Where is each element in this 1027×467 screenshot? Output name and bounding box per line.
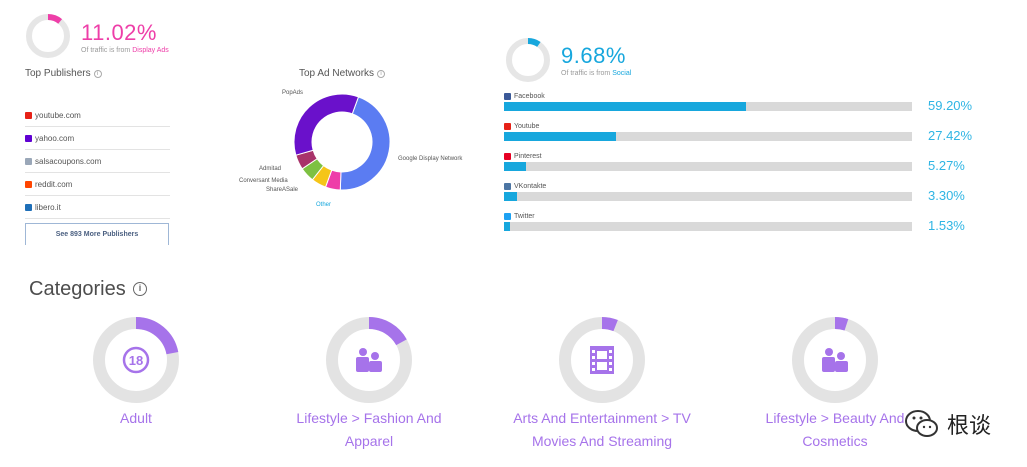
publisher-name[interactable]: youtube.com [35,110,81,120]
ad-networks-donut-svg [293,93,391,191]
net-label-admitad: Admitad [259,166,282,172]
social-source-name[interactable]: Facebook [514,92,545,100]
social-row: Youtube 27.42% [504,121,984,143]
categories-info-icon[interactable]: i [133,282,147,296]
wechat-icon [905,410,938,437]
social-row: Facebook 59.20% [504,91,984,113]
publisher-row[interactable]: libero.it [25,196,170,219]
social-percent-label: 1.53% [928,218,965,233]
social-percent-label: 27.42% [928,128,973,143]
category-card[interactable]: 18 Adult [16,315,256,430]
social-bar-fill [504,222,511,231]
svg-text:18: 18 [129,353,143,368]
social-bar-fill [504,162,526,171]
category-label[interactable]: Arts And Entertainment > TV Movies And St… [513,410,691,449]
publisher-name[interactable]: reddit.com [35,179,73,189]
social-percent-label: 5.27% [928,158,965,173]
publisher-name[interactable]: salsacoupons.com [35,156,102,166]
social-row: VKontakte 3.30% [504,181,984,203]
social-source: Facebook [504,91,984,101]
info-icon[interactable]: i [377,70,386,78]
globe-icon [25,157,32,165]
social-source: Youtube [504,121,984,131]
publisher-list: youtube.com yahoo.com salsacoupons.com redd… [25,104,170,219]
donut-slice-google-display-network[interactable] [339,96,391,191]
display-ads-percent: 11.02% [81,20,157,45]
display-ads-ring [26,14,70,58]
publisher-name[interactable]: yahoo.com [35,133,75,143]
category-label[interactable]: Adult [120,410,152,426]
display-ads-link[interactable]: Display Ads [132,47,169,54]
social-source: Twitter [504,211,984,221]
net-label-shareasale: ShareASale [266,187,299,193]
publisher-name[interactable]: libero.it [35,202,61,212]
social-source-name[interactable]: Twitter [514,212,535,220]
social-bar-track [504,132,912,141]
category-ring [326,317,412,403]
social-ring [506,38,550,82]
social-bar-track [504,192,912,201]
social-bar-track [504,162,912,171]
category-label[interactable]: Lifestyle > Fashion And Apparel [296,410,442,449]
category-ring: 18 [93,317,179,403]
social-bar-fill [504,132,616,141]
publisher-row[interactable]: yahoo.com [25,127,170,150]
social-row: Twitter 1.53% [504,211,984,233]
categories-title: Categories [29,278,126,300]
lifestyle-people-icon [822,348,848,372]
donut-slice-popads[interactable] [293,93,360,156]
publisher-row[interactable]: salsacoupons.com [25,150,170,173]
watermark-text: 根谈 [947,414,992,439]
social-source: Pinterest [504,151,984,161]
adult-18-icon: 18 [122,346,150,374]
pinterest-icon [504,152,511,160]
category-ring [792,317,878,403]
social-bar-track [504,222,912,231]
social-row: Pinterest 5.27% [504,151,984,173]
vk-icon [504,182,511,190]
net-label-popads: PopAds [282,90,304,96]
info-icon[interactable]: i [93,70,102,78]
net-label-google: Google Display Network [398,156,463,162]
social-bar-fill [504,192,518,201]
category-label[interactable]: Lifestyle > Beauty And Cosmetics [765,410,905,449]
category-card[interactable]: Lifestyle > Beauty And Cosmetics [715,315,955,453]
top-publishers-title: Top Publishers i [25,68,102,79]
social-source-name[interactable]: VKontakte [514,182,547,190]
category-ring [559,317,645,403]
top-ad-networks-title: Top Ad Networks i [299,68,386,79]
social-percent-label: 3.30% [928,188,965,203]
social-link[interactable]: Social [612,70,632,77]
social-percent: 9.68% [561,43,626,68]
ad-networks-donut-chart: PopAds Google Display Network Admitad Co… [232,80,472,220]
social-note: Of traffic is from Social [561,70,632,77]
film-strip-icon [590,346,614,374]
yahoo-icon [25,134,32,142]
youtube-icon [504,122,511,130]
social-percent-label: 59.20% [928,98,973,113]
social-bar-track [504,102,912,111]
net-label-other[interactable]: Other [316,202,332,208]
facebook-icon [504,92,511,100]
libero-icon [25,203,32,211]
net-label-conversant: Conversant Media [239,178,288,184]
twitter-icon [504,212,511,220]
lifestyle-people-icon [356,348,382,372]
publisher-row[interactable]: reddit.com [25,173,170,196]
social-source-name[interactable]: Pinterest [514,152,542,160]
see-more-publishers-button[interactable]: See 893 More Publishers [25,223,169,245]
watermark: 根谈 [905,408,991,440]
youtube-icon [25,111,32,119]
reddit-icon [25,180,32,188]
display-ads-note: Of traffic is from Display Ads [81,47,169,54]
social-bar-fill [504,102,746,111]
social-source-name[interactable]: Youtube [514,122,540,130]
category-card[interactable]: Lifestyle > Fashion And Apparel [249,315,489,453]
social-source: VKontakte [504,181,984,191]
publisher-row[interactable]: youtube.com [25,104,170,127]
category-card[interactable]: Arts And Entertainment > TV Movies And St… [482,315,722,453]
